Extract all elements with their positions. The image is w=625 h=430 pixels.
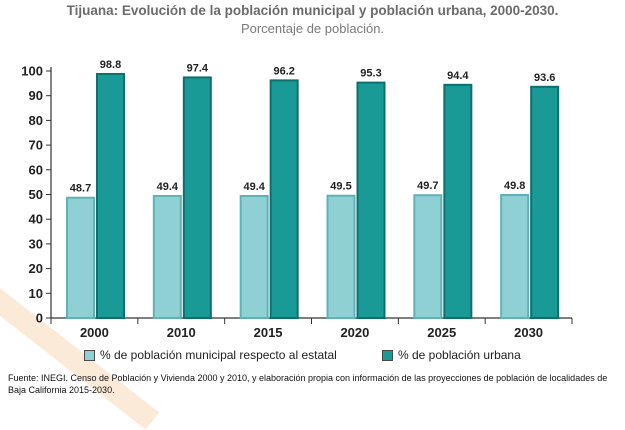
bar-chart: 010203040506070809010048.798.8200049.497… bbox=[21, 59, 573, 340]
data-label-municipal-2015: 49.4 bbox=[243, 181, 265, 193]
legend-label-municipal: % de población municipal respecto al est… bbox=[100, 348, 337, 362]
y-tick-label-0: 0 bbox=[36, 311, 43, 326]
x-tick-label-2025: 2025 bbox=[427, 325, 456, 340]
x-tick-label-2015: 2015 bbox=[254, 325, 283, 340]
data-label-urbana-2030: 93.6 bbox=[534, 72, 555, 84]
x-tick-label-2010: 2010 bbox=[167, 325, 196, 340]
y-tick-label-30: 30 bbox=[29, 236, 43, 251]
data-label-municipal-2025: 49.7 bbox=[417, 180, 438, 192]
bar-urbana-2020 bbox=[356, 81, 386, 320]
bar-urbana-2030 bbox=[530, 85, 560, 319]
bar-municipal-2000 bbox=[66, 196, 95, 319]
bar-urbana-2000 bbox=[96, 72, 125, 319]
legend-label-urbana: % de población urbana bbox=[398, 348, 521, 362]
legend-item-municipal: % de población municipal respecto al est… bbox=[84, 348, 337, 362]
data-label-urbana-2025: 94.4 bbox=[447, 70, 469, 82]
legend-swatch-municipal bbox=[84, 349, 95, 361]
y-tick-label-90: 90 bbox=[29, 88, 43, 103]
chart-subtitle: Porcentaje de población. bbox=[240, 21, 385, 36]
y-tick-label-80: 80 bbox=[29, 113, 43, 128]
data-label-municipal-2000: 48.7 bbox=[70, 183, 91, 195]
source-note: Fuente: INEGI. Censo de Población y Vivi… bbox=[8, 373, 608, 395]
x-tick-label-2030: 2030 bbox=[514, 325, 543, 340]
data-label-municipal-2010: 49.4 bbox=[157, 181, 179, 193]
bar-municipal-2030 bbox=[500, 193, 530, 319]
bar-municipal-2025 bbox=[413, 194, 443, 319]
y-tick-label-40: 40 bbox=[29, 212, 43, 227]
bar-municipal-2015 bbox=[239, 194, 269, 319]
legend-swatch-urbana bbox=[382, 349, 393, 361]
data-label-municipal-2030: 49.8 bbox=[504, 180, 525, 192]
data-label-urbana-2000: 98.8 bbox=[100, 59, 121, 71]
data-label-urbana-2015: 96.2 bbox=[273, 65, 294, 77]
chart-title: Tijuana: Evolución de la población munic… bbox=[66, 3, 559, 18]
bar-municipal-2010 bbox=[152, 194, 182, 319]
bar-urbana-2025 bbox=[443, 83, 473, 319]
y-tick-label-60: 60 bbox=[29, 162, 43, 177]
y-tick-label-100: 100 bbox=[21, 64, 43, 79]
y-tick-label-20: 20 bbox=[29, 261, 43, 276]
data-label-urbana-2020: 95.3 bbox=[360, 68, 381, 80]
data-label-municipal-2020: 49.5 bbox=[330, 181, 351, 193]
bar-urbana-2010 bbox=[182, 76, 212, 319]
y-tick-label-50: 50 bbox=[29, 187, 43, 202]
bar-municipal-2020 bbox=[326, 194, 356, 319]
legend-item-urbana: % de población urbana bbox=[382, 348, 521, 362]
chart-legend: % de población municipal respecto al est… bbox=[0, 348, 625, 366]
bar-urbana-2015 bbox=[269, 79, 299, 319]
y-tick-label-70: 70 bbox=[29, 138, 43, 153]
y-tick-label-10: 10 bbox=[29, 286, 43, 301]
x-tick-label-2000: 2000 bbox=[80, 325, 109, 340]
x-tick-label-2020: 2020 bbox=[340, 325, 369, 340]
data-label-urbana-2010: 97.4 bbox=[187, 62, 209, 74]
